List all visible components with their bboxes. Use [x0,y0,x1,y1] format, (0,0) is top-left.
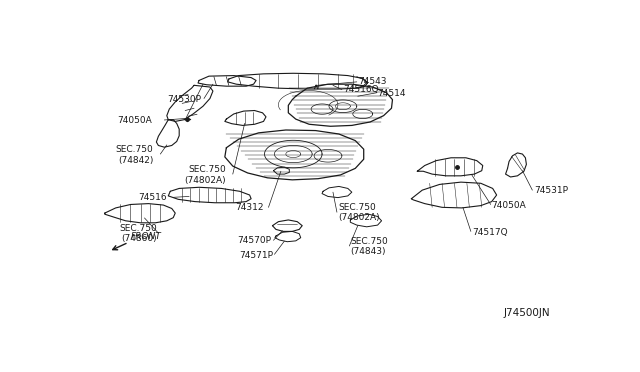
Text: 74516: 74516 [138,193,167,202]
Text: 74312: 74312 [235,203,264,212]
Text: SEC.750
(74843): SEC.750 (74843) [350,237,388,256]
Text: 74050A: 74050A [492,201,527,209]
Text: 74530P: 74530P [168,94,202,103]
Text: 74570P: 74570P [237,236,271,246]
Text: SEC.750
(74860): SEC.750 (74860) [119,224,157,243]
Text: 74050A: 74050A [117,116,152,125]
Text: 74531P: 74531P [534,186,568,195]
Text: 74571P: 74571P [239,251,273,260]
Text: SEC.750
(74842): SEC.750 (74842) [116,145,154,165]
Text: FRONT: FRONT [131,232,161,241]
Text: 74516Q: 74516Q [343,84,378,93]
Text: 74543: 74543 [358,77,387,86]
Text: SEC.750
(74802A): SEC.750 (74802A) [185,165,227,185]
Text: SEC.750
(74802A): SEC.750 (74802A) [338,202,380,222]
Text: 74517Q: 74517Q [472,228,508,237]
Text: 74514: 74514 [378,89,406,98]
Text: J74500JN: J74500JN [503,308,550,318]
